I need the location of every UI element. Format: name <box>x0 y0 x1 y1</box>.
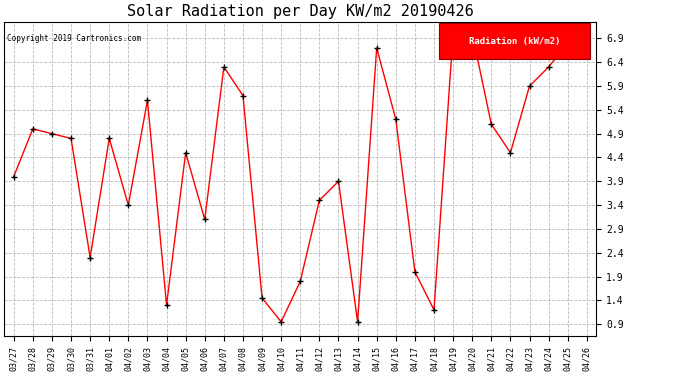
Title: Solar Radiation per Day KW/m2 20190426: Solar Radiation per Day KW/m2 20190426 <box>127 4 473 19</box>
Text: Radiation (kW/m2): Radiation (kW/m2) <box>469 37 560 46</box>
Text: Copyright 2019 Cartronics.com: Copyright 2019 Cartronics.com <box>7 34 141 43</box>
FancyBboxPatch shape <box>440 23 591 60</box>
